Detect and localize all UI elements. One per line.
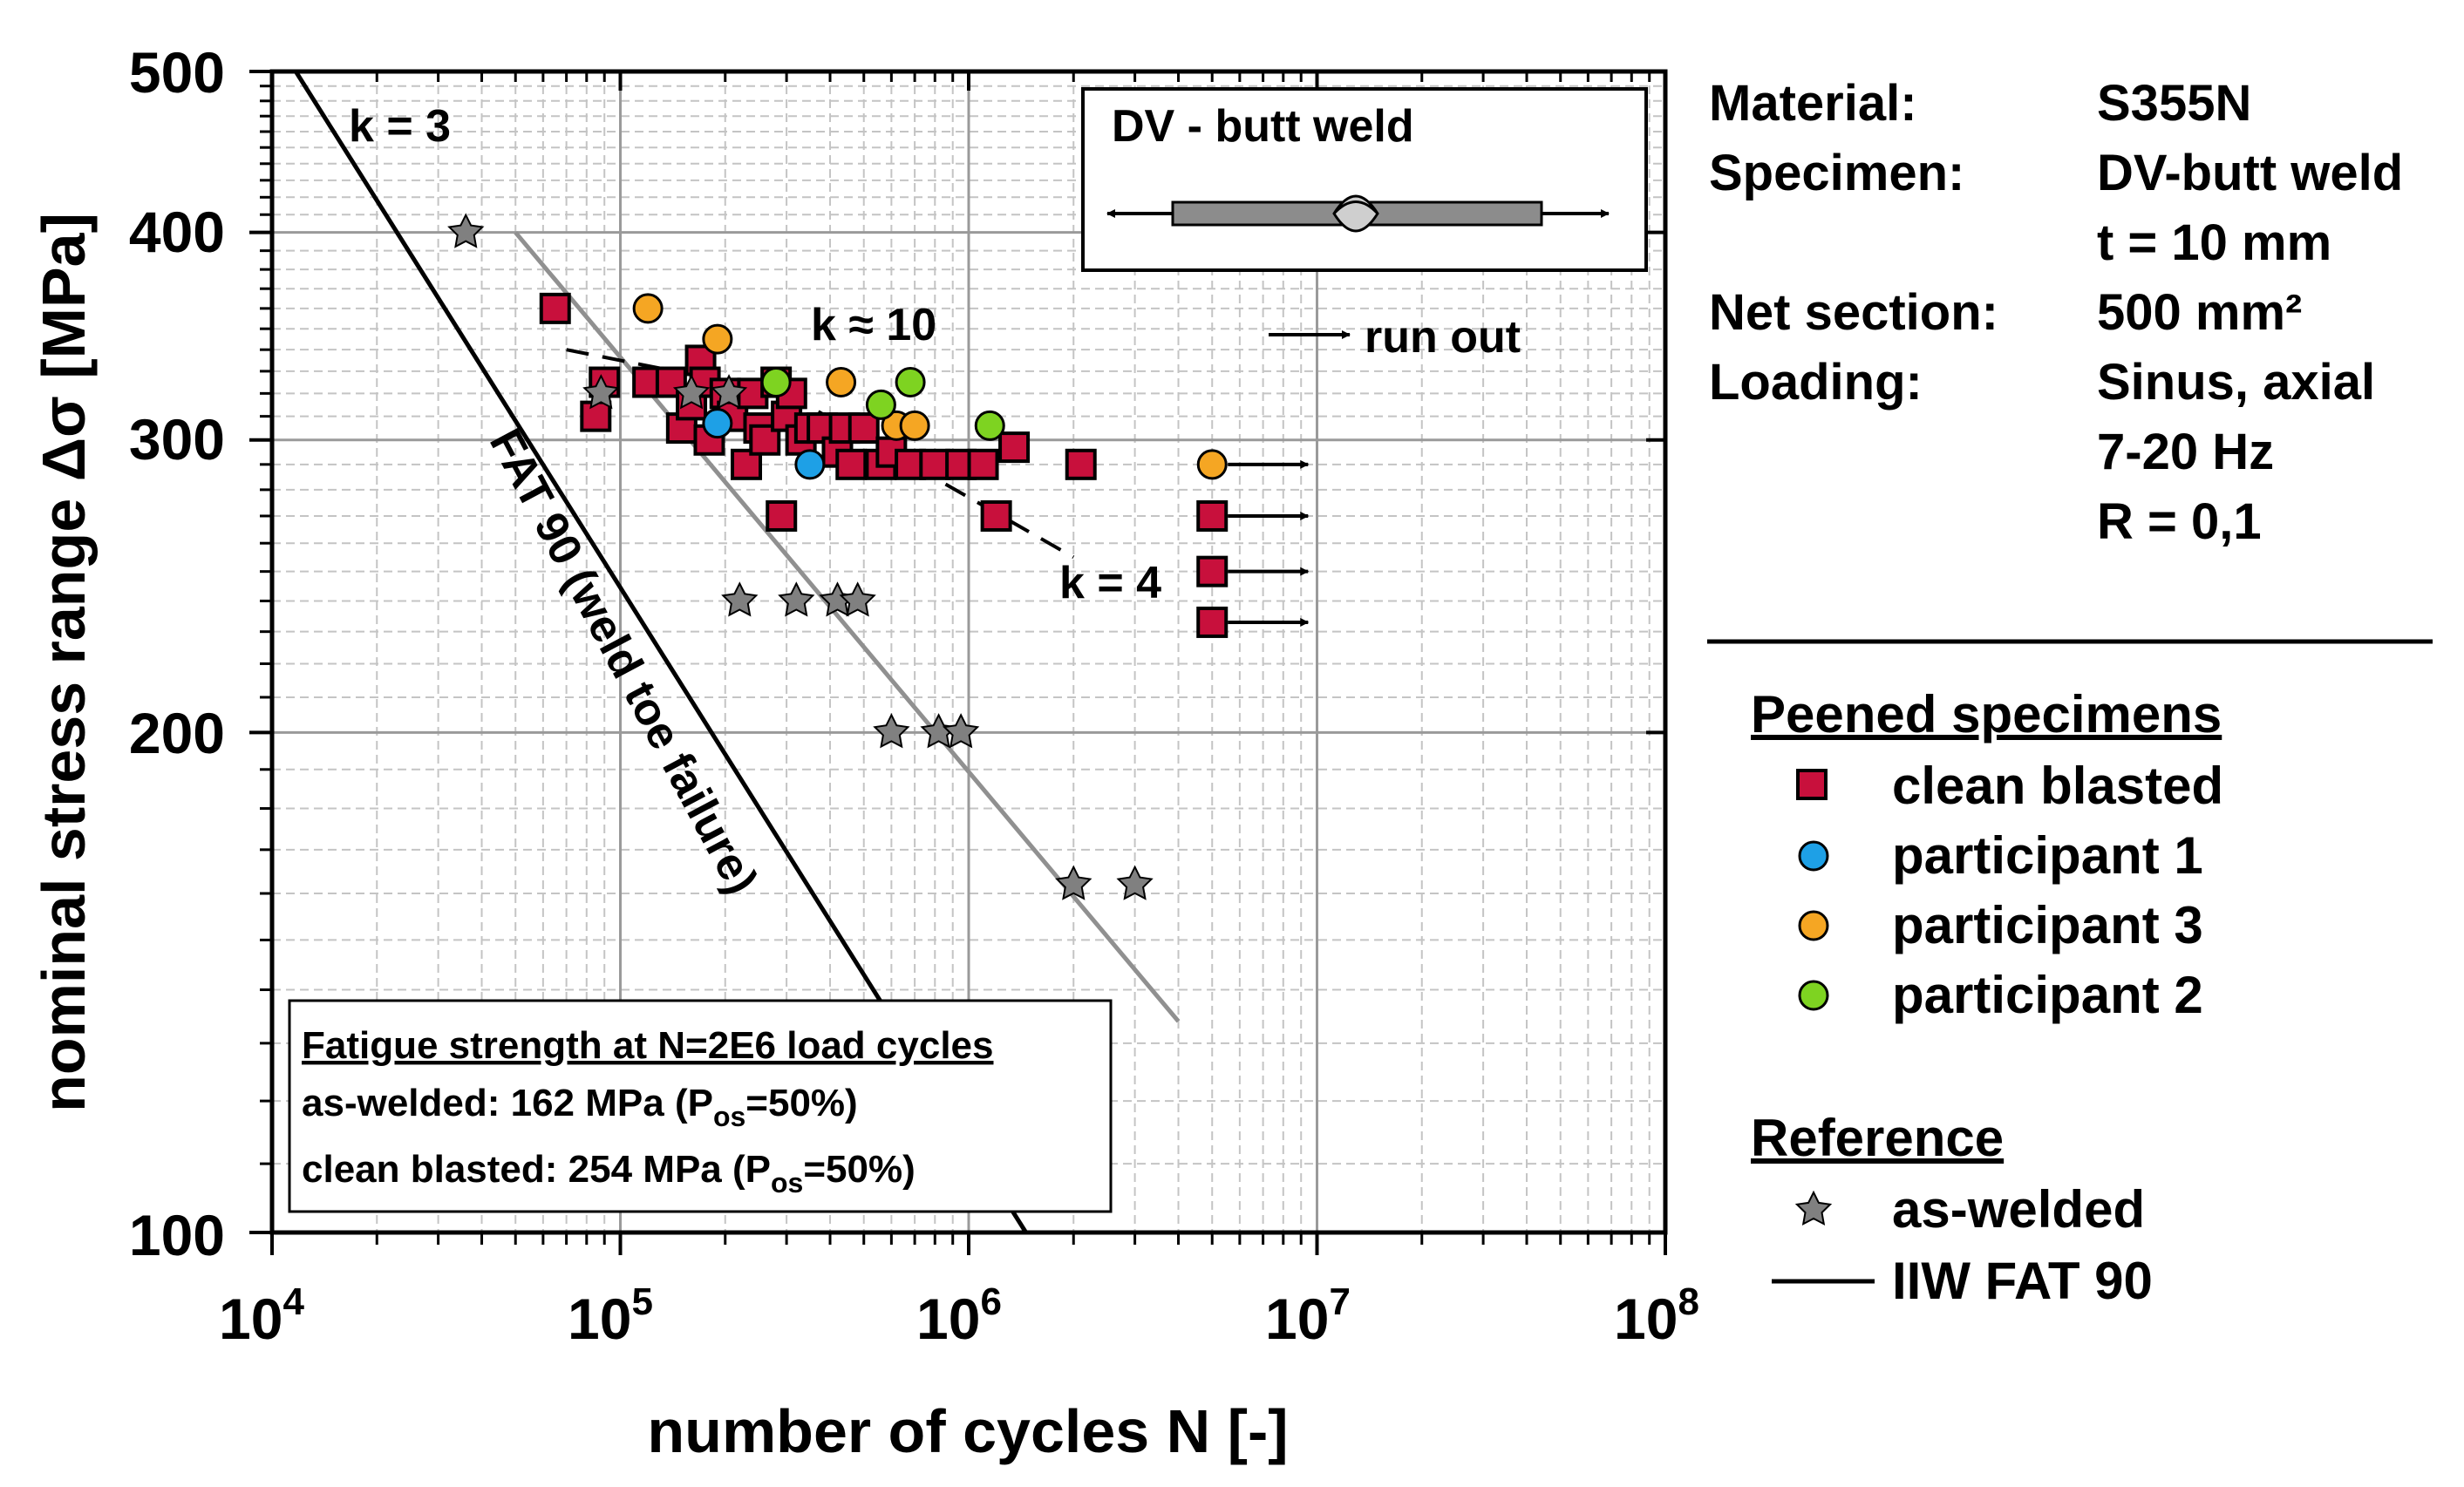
run-out-point (1196, 555, 1229, 587)
info-value-specimen: DV-butt weld (2097, 145, 2403, 201)
point-as-welded (1116, 865, 1154, 900)
run-out-point (1196, 499, 1229, 532)
point-as-welded (672, 374, 711, 410)
point-participant-3 (702, 323, 733, 355)
point-clean-blasted (919, 448, 951, 480)
legend: Peened specimens clean blasted participa… (1751, 685, 2223, 1310)
legend-circle-green-icon (1798, 980, 1829, 1011)
info-label-net-section: Net section: (1709, 284, 1998, 341)
point-clean-blasted (539, 292, 571, 324)
info-label-material: Material: (1709, 75, 1917, 132)
point-clean-blasted (980, 499, 1012, 532)
legend-item-as-welded: as-welded (1892, 1180, 2145, 1239)
fatigue-strength-box: Fatigue strength at N=2E6 load cycles as… (288, 999, 1113, 1213)
point-clean-blasted (580, 400, 612, 432)
annotation-k3: k = 3 (349, 101, 451, 152)
point-clean-blasted (967, 448, 999, 480)
info-value-loading: Sinus, axial (2097, 354, 2375, 411)
x-tick-1e7: 107 (1265, 1280, 1351, 1351)
run-out-markers (1196, 449, 1310, 638)
point-participant-1 (794, 449, 826, 480)
point-participant-1 (702, 408, 733, 439)
point-participant-3 (899, 410, 930, 441)
strength-as-welded: as-welded: 162 MPa (Pos=50%) (302, 1082, 858, 1132)
point-as-welded (710, 374, 748, 410)
legend-item-participant-3: participant 3 (1892, 896, 2203, 954)
info-value-net-section: 500 mm² (2097, 284, 2302, 341)
x-tick-1e5: 105 (568, 1280, 653, 1351)
strength-clean-blasted: clean blasted: 254 MPa (Pos=50%) (302, 1148, 915, 1198)
x-tick-1e8: 108 (1614, 1280, 1699, 1351)
info-label-loading: Loading: (1709, 354, 1923, 411)
legend-peened-title: Peened specimens (1751, 685, 2222, 744)
point-participant-2 (895, 367, 926, 398)
annotation-k10: k ≈ 10 (811, 300, 936, 350)
weld-seam-icon (1332, 194, 1379, 233)
info-label-specimen: Specimen: (1709, 145, 1964, 201)
y-tick-300: 300 (129, 407, 225, 472)
info-value-frequency: 7-20 Hz (2097, 424, 2274, 480)
info-value-material: S355N (2097, 75, 2251, 132)
point-clean-blasted (766, 499, 798, 532)
point-as-welded (582, 374, 620, 410)
legend-circle-orange-icon (1798, 910, 1829, 941)
annotation-fat90: FAT 90 (weld toe failure) (480, 421, 767, 902)
point-as-welded (778, 581, 815, 617)
y-tick-500: 500 (129, 40, 225, 105)
y-tick-100: 100 (129, 1203, 225, 1267)
point-as-welded (721, 581, 759, 617)
x-tick-1e4: 104 (219, 1280, 304, 1351)
data-points (447, 213, 1154, 900)
legend-item-participant-2: participant 2 (1892, 966, 2203, 1024)
legend-item-participant-1: participant 1 (1892, 826, 2203, 885)
point-as-welded (942, 713, 980, 749)
specimen-info: Material: S355N Specimen: DV-butt weld t… (1709, 75, 2403, 550)
y-tick-200: 200 (129, 701, 225, 765)
x-axis-title: number of cycles N [-] (647, 1397, 1288, 1465)
point-participant-2 (865, 389, 896, 420)
legend-square-icon (1796, 769, 1828, 800)
inset-title: DV - butt weld (1112, 101, 1414, 152)
y-tick-400: 400 (129, 200, 225, 264)
point-as-welded (839, 581, 876, 617)
legend-reference-title: Reference (1751, 1109, 2004, 1167)
specimen-inset: DV - butt weld (1081, 87, 1648, 272)
annotation-k4: k = 4 (1059, 558, 1161, 608)
x-tick-labels: 104 105 106 107 108 (219, 1280, 1699, 1351)
point-clean-blasted (1065, 448, 1097, 480)
point-participant-2 (760, 367, 792, 398)
legend-star-icon (1794, 1190, 1833, 1226)
y-tick-labels: 500 400 300 200 100 (129, 40, 225, 1267)
legend-item-clean-blasted: clean blasted (1892, 757, 2223, 815)
axis-ticks (249, 70, 1667, 1255)
point-as-welded (873, 713, 910, 749)
run-out-point (1196, 606, 1229, 638)
point-clean-blasted (835, 448, 868, 480)
major-gridlines (272, 71, 1665, 1232)
point-clean-blasted (847, 412, 880, 445)
legend-circle-blue-icon (1798, 840, 1829, 872)
run-out-point (1196, 449, 1228, 480)
legend-item-iiw-fat90: IIW FAT 90 (1892, 1252, 2153, 1310)
y-axis-title: nominal stress range Δσ [MPa] (30, 213, 98, 1112)
point-as-welded (447, 213, 485, 248)
strength-box-title: Fatigue strength at N=2E6 load cycles (302, 1024, 993, 1067)
point-participant-3 (632, 293, 664, 324)
x-tick-1e6: 106 (916, 1280, 1002, 1351)
point-participant-3 (826, 367, 857, 398)
point-clean-blasted (998, 431, 1031, 464)
point-participant-2 (974, 410, 1005, 441)
point-as-welded (1055, 865, 1092, 900)
info-value-ratio: R = 0,1 (2097, 493, 2262, 550)
annotation-run-out: run out (1365, 312, 1521, 363)
info-value-thickness: t = 10 mm (2097, 214, 2331, 271)
